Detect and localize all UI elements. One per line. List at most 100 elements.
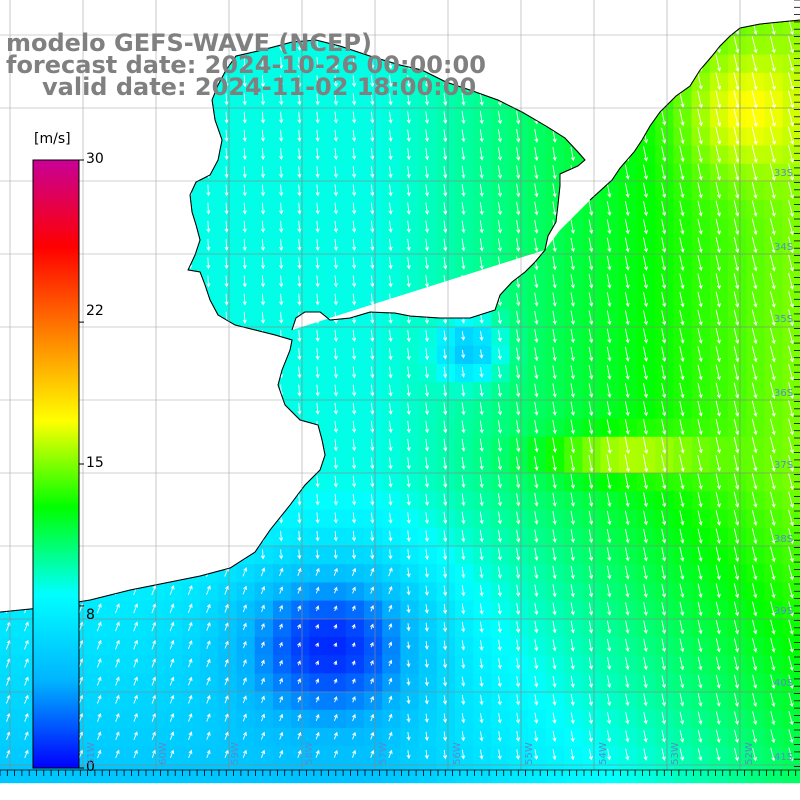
wind-cell xyxy=(236,309,256,329)
wind-arrow xyxy=(679,711,685,725)
wind-cell xyxy=(546,728,565,747)
wind-arrow xyxy=(297,642,301,648)
wind-arrow xyxy=(315,293,320,306)
wind-arrow xyxy=(516,238,521,252)
wind-cell xyxy=(436,163,456,183)
wind-cell xyxy=(236,618,256,638)
wind-cell xyxy=(764,546,784,565)
wind-cell xyxy=(345,600,365,620)
wind-cell xyxy=(509,182,529,201)
wind-arrow xyxy=(552,183,557,198)
wind-arrow xyxy=(625,529,630,544)
wind-cell xyxy=(455,600,474,620)
wind-arrow xyxy=(206,184,211,197)
wind-cell xyxy=(509,746,529,765)
wind-arrow xyxy=(588,657,594,670)
wind-arrow xyxy=(588,401,594,417)
wind-cell xyxy=(418,564,438,583)
wind-arrow xyxy=(333,457,338,470)
wind-arrow xyxy=(388,129,393,142)
wind-cell xyxy=(309,709,329,729)
wind-arrow xyxy=(697,72,703,90)
wind-arrow xyxy=(606,346,612,362)
wind-cell xyxy=(0,709,19,729)
wind-cell xyxy=(309,400,329,420)
wind-arrow xyxy=(534,383,539,398)
wind-cell xyxy=(564,691,583,711)
wind-arrow xyxy=(188,713,193,722)
wind-cell xyxy=(436,491,456,511)
wind-arrow xyxy=(769,163,776,181)
wind-arrow xyxy=(315,623,320,629)
wind-arrow xyxy=(242,166,247,179)
wind-arrow xyxy=(333,586,338,594)
wind-cell xyxy=(746,600,765,620)
wind-cell xyxy=(327,382,347,401)
wind-arrow xyxy=(751,36,758,54)
wind-cell xyxy=(728,72,747,92)
wind-arrow xyxy=(352,713,356,722)
wind-cell xyxy=(709,455,729,474)
wind-arrow xyxy=(279,623,283,630)
lon-label: 55W xyxy=(523,742,535,765)
wind-arrow xyxy=(279,530,284,542)
wind-cell xyxy=(473,400,492,420)
wind-cell xyxy=(637,582,656,602)
wind-arrow xyxy=(679,91,685,108)
wind-cell xyxy=(564,345,583,365)
wind-cell xyxy=(200,218,219,238)
wind-arrow xyxy=(279,166,284,179)
wind-arrow xyxy=(788,309,794,327)
wind-arrow xyxy=(479,694,484,706)
wind-cell xyxy=(709,54,729,74)
wind-cell xyxy=(309,764,329,784)
wind-arrow xyxy=(424,184,430,197)
wind-cell xyxy=(254,709,274,729)
wind-cell xyxy=(382,236,401,256)
wind-arrow xyxy=(333,530,338,542)
wind-arrow xyxy=(151,658,157,668)
wind-arrow xyxy=(516,183,521,198)
wind-cell xyxy=(473,236,492,256)
wind-arrow xyxy=(751,418,758,436)
wind-cell xyxy=(691,382,711,401)
wind-arrow xyxy=(769,454,776,472)
wind-arrow xyxy=(715,346,721,363)
wind-arrow xyxy=(697,255,703,272)
wind-arrow xyxy=(352,402,357,415)
wind-arrow xyxy=(697,291,703,308)
wind-arrow xyxy=(388,623,393,630)
wind-cell xyxy=(473,709,492,729)
wind-cell xyxy=(600,254,620,274)
wind-cell xyxy=(254,236,274,256)
wind-arrow xyxy=(769,126,776,146)
wind-cell xyxy=(291,637,310,656)
wind-arrow xyxy=(497,603,502,615)
wind-arrow xyxy=(588,730,593,743)
wind-arrow xyxy=(515,621,521,634)
wind-cell xyxy=(728,564,747,583)
wind-cell xyxy=(345,746,365,765)
wind-cell xyxy=(709,273,729,292)
wind-cell xyxy=(709,364,729,383)
wind-arrow xyxy=(297,731,302,740)
wind-arrow xyxy=(96,621,102,632)
wind-arrow xyxy=(751,364,758,381)
wind-arrow xyxy=(697,328,703,344)
wind-arrow xyxy=(570,274,575,289)
wind-arrow xyxy=(751,254,758,272)
wind-cell xyxy=(218,637,238,656)
wind-cell xyxy=(291,728,310,747)
wind-arrow xyxy=(588,620,594,634)
wind-cell xyxy=(0,728,19,747)
wind-cell xyxy=(291,72,310,92)
wind-arrow xyxy=(715,583,721,599)
wind-cell xyxy=(163,728,183,747)
wind-cell xyxy=(546,473,565,492)
wind-arrow xyxy=(497,694,502,706)
wind-arrow xyxy=(424,731,429,742)
wind-cell xyxy=(564,600,583,620)
wind-arrow xyxy=(406,93,411,106)
wind-cell xyxy=(291,54,310,74)
wind-arrow xyxy=(443,548,448,561)
